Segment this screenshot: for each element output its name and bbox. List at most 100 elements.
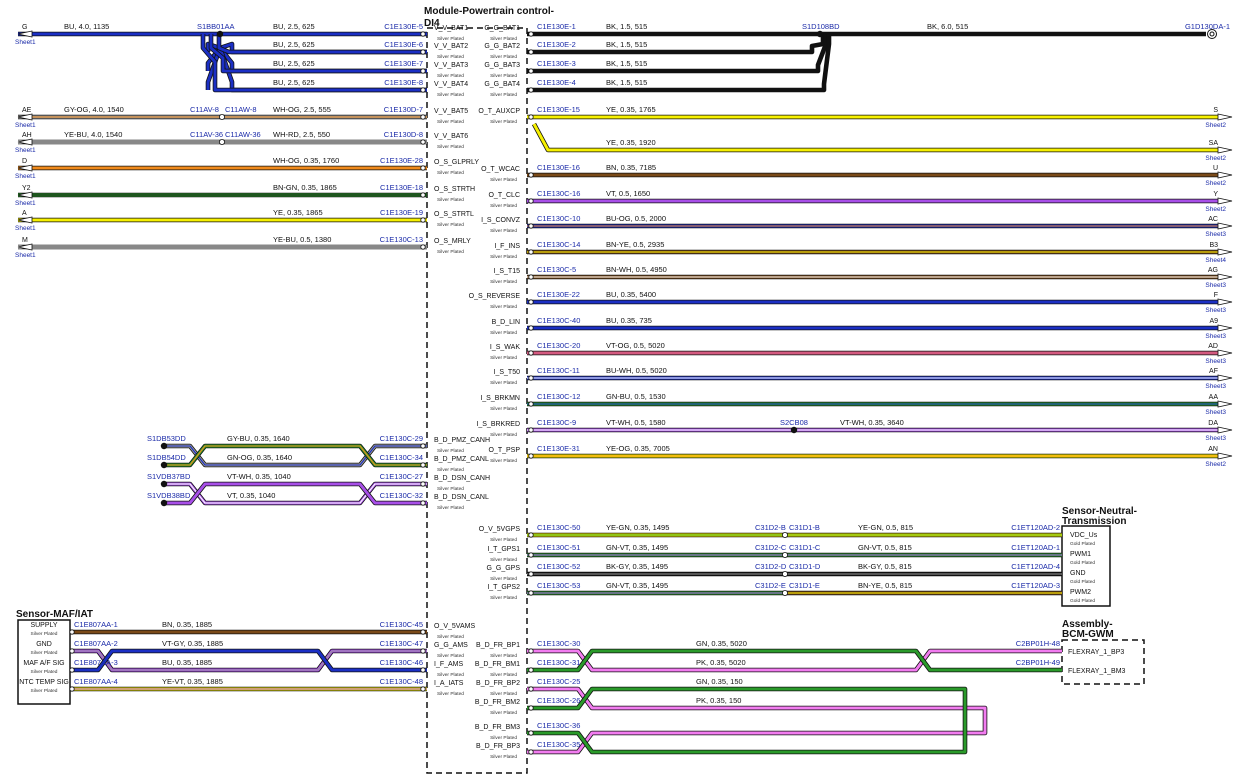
left-wire-4-plated: Silver Plated [437, 119, 464, 125]
fr-row-1-plated: Silver Plated [490, 672, 517, 678]
right-wire-1-plated: Silver Plated [490, 54, 517, 60]
can-wire-2-pin: B_D_DSN_CANH [434, 475, 490, 482]
can-wire-3-plated: Silver Plated [437, 505, 464, 511]
fr-row-3-pin-circle [528, 705, 534, 711]
left-wire-4-pin-circle [420, 114, 426, 120]
left-wire-4-inline1: C11AV-8 [190, 105, 219, 114]
right-wire-4-pin: O_T_AUXCP [478, 108, 520, 115]
right-wire-16-splice-dot [790, 426, 798, 434]
right-wire-10-sheet: Sheet3 [1205, 282, 1226, 289]
right-wire-15-tag: AA [1209, 394, 1219, 401]
right-wire-8-arrow [1217, 222, 1233, 230]
snt-wire-0-plated: Silver Plated [490, 537, 517, 543]
left-wire-8-sheet: Sheet1 [15, 225, 36, 232]
can-wire-2-stripe [164, 483, 427, 504]
right-wire-11-arrow [1217, 298, 1233, 306]
right-wire-7-tag: Y [1213, 191, 1218, 198]
can-wire-1-splice-dot [160, 461, 168, 469]
maf-wire-2-conn: C1E807AA-3 [74, 658, 118, 667]
right-wire-12-pin: B_D_LIN [492, 319, 520, 326]
fr-row-2-conn: C1E130C-25 [537, 677, 580, 686]
right-wire-4-conn: C1E130E-15 [537, 105, 580, 114]
right-wire-16-sheet: Sheet3 [1205, 435, 1226, 442]
right-wire-12-arrow [1217, 324, 1233, 332]
snt-wire-1-in2: C31D1-C [789, 543, 821, 552]
right-wire-0-spec: BK, 1.5, 515 [606, 22, 647, 31]
right-wire-11-spec: BU, 0.35, 5400 [606, 290, 656, 299]
right-wire-11-conn: C1E130E-22 [537, 290, 580, 299]
maf-wire-1-plated: Silver Plated [437, 653, 464, 659]
can-wire-2-pin-circle [420, 481, 426, 487]
module-title-line2: DI4 [424, 18, 440, 29]
left-wire-0-spec2: BU, 2.5, 625 [273, 22, 315, 31]
maf-wire-1-conn: C1E807AA-2 [74, 639, 118, 648]
fr-row-3-spec: PK, 0.35, 150 [696, 696, 741, 705]
right-wire-17-sheet: Sheet2 [1205, 461, 1226, 468]
snt-box [1061, 525, 1111, 607]
fr-row-0-spec: GN, 0.35, 5020 [696, 639, 747, 648]
right-wire-16-spec2: VT-WH, 0.35, 3640 [840, 418, 904, 427]
left-wire-4-conn: C1E130D-7 [384, 105, 423, 114]
right-wire-8-tag: AC [1208, 216, 1218, 223]
right-wire-0-plated: Silver Plated [490, 36, 517, 42]
left-wire-7-pin-circle [420, 192, 426, 198]
can-wire-0-stripe [164, 445, 427, 466]
maf-wire-1-mconn: C1E130C-47 [380, 639, 423, 648]
right-wire-11-pin: O_S_REVERSE [469, 293, 521, 300]
snt-title-line1: Sensor-Neutral- [1062, 506, 1137, 517]
right-wire-14-conn: C1E130C-11 [537, 366, 580, 375]
bcm-title-line2: BCM-GWM [1062, 629, 1114, 640]
right-wire-7-arrow [1217, 197, 1233, 205]
right-wire-14-pin-circle [528, 375, 534, 381]
snt-wire-1-plated: Silver Plated [490, 557, 517, 563]
snt-wire-0-conn: C1E130C-50 [537, 523, 580, 532]
snt-box-plated-2: Gold Plated [1070, 579, 1095, 585]
maf-wire-2-mpin-circle [420, 667, 426, 673]
left-wire-6-conn: C1E130E-28 [380, 156, 423, 165]
maf-wire-2-plated: Silver Plated [437, 672, 464, 678]
snt-wire-3-pin: I_T_GPS2 [487, 584, 520, 591]
fr-row-1-conn: C1E130C-31 [537, 658, 580, 667]
fr-row-0-bcm-pin: FLEXRAY_1_BP3 [1068, 649, 1124, 656]
left-wire-9-spec2: YE-BU, 0.5, 1380 [273, 235, 331, 244]
right-top-splice: S1D108BD [802, 22, 840, 31]
maf-wire-0-boxplated: Silver Plated [31, 631, 58, 637]
right-wire-15-pin: I_S_BRKMN [480, 395, 520, 402]
left-wire-0-conn: C1E130E-5 [384, 22, 423, 31]
right-wire-7-plated: Silver Plated [490, 203, 517, 209]
left-bus-fan-2 [209, 34, 427, 73]
right-wire-9-arrow [1217, 248, 1233, 256]
snt-wire-2-conn: C1E130C-52 [537, 562, 580, 571]
right-wire-12-conn: C1E130C-40 [537, 316, 580, 325]
right-wire-2 [527, 34, 828, 73]
can-wire-0-pin-circle [420, 443, 426, 449]
left-wire-0-tag: G [22, 24, 27, 31]
left-wire-8-tag: A [22, 210, 27, 217]
maf-title: Sensor-MAF/IAT [16, 609, 93, 620]
fr-row-0-plated: Silver Plated [490, 653, 517, 659]
module-box [426, 27, 528, 774]
left-wire-9-plated: Silver Plated [437, 249, 464, 255]
fr-row-4-pin-circle [528, 730, 534, 736]
right-wire-8-sheet: Sheet3 [1205, 231, 1226, 238]
fr-wire-pk-loop [527, 687, 987, 754]
right-wire-6-arrow [1217, 171, 1233, 179]
can-wire-3-splice: S1VDB38BD [147, 491, 191, 500]
left-wire-1-conn: C1E130E-6 [384, 40, 423, 49]
right-wire-0-conn: C1E130E-1 [537, 22, 576, 31]
right-wire-8-pin: I_S_CONVZ [481, 217, 521, 224]
snt-wire-3-spec1: GN-VT, 0.35, 1495 [606, 581, 668, 590]
right-wire-7-conn: C1E130C-16 [537, 189, 580, 198]
snt-wire-0-pin-circle [528, 532, 534, 538]
left-wire-9-sheet: Sheet1 [15, 252, 36, 259]
right-wire-0-pin: G_G_BAT1 [484, 25, 520, 32]
left-wire-2-pin: V_V_BAT3 [434, 62, 468, 69]
right-wire-12-plated: Silver Plated [490, 330, 517, 336]
right-wire-14-pin: I_S_T50 [494, 369, 521, 376]
snt-wire-1-pin-circle [528, 552, 534, 558]
can-wire-3-conn: C1E130C-32 [380, 491, 423, 500]
snt-wire-2-pin-circle [528, 571, 534, 577]
right-wire-3 [527, 34, 831, 92]
left-wire-3-conn: C1E130E-8 [384, 78, 423, 87]
left-wire-9-conn: C1E130C-13 [380, 235, 423, 244]
